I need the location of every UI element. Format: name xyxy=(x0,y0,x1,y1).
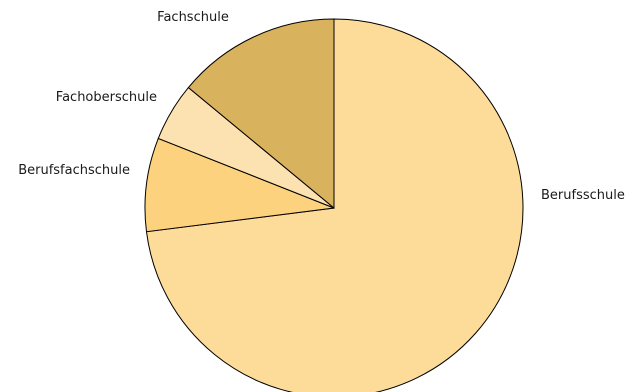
pie-label-fachschule: Fachschule xyxy=(157,10,229,25)
pie-label-berufsschule: Berufsschule xyxy=(541,188,625,203)
pie-slice-berufsschule xyxy=(145,18,524,392)
pie-slice-berufsfachschule xyxy=(144,137,335,233)
pie-labels: Berufsschule Berufsfachschule Fachoberschu… xyxy=(18,10,625,203)
pie-label-berufsfachschule: Berufsfachschule xyxy=(18,163,130,178)
pie-label-fachoberschule: Fachoberschule xyxy=(56,90,157,105)
pie-slices xyxy=(144,18,524,392)
pie-slice-fachschule xyxy=(187,18,335,210)
